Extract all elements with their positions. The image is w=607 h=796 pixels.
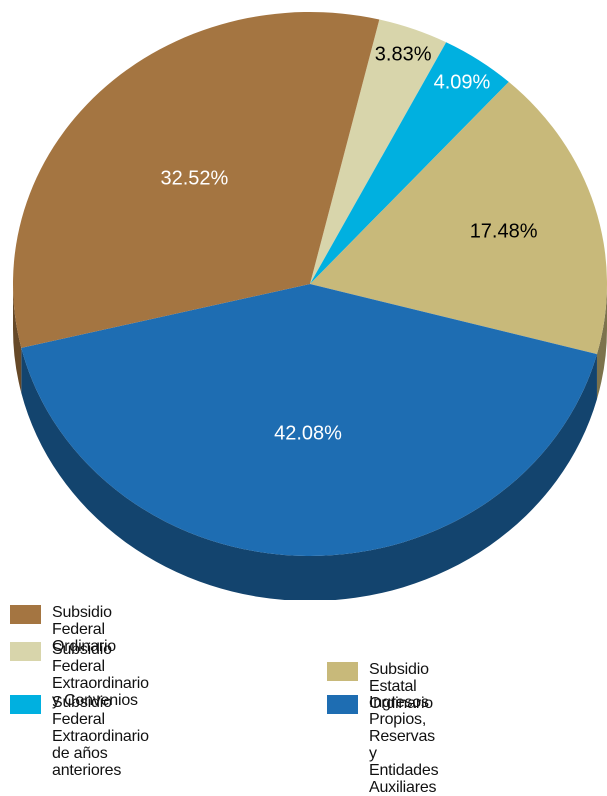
slice-value-label: 17.48% <box>470 220 538 242</box>
pie-side-wall <box>596 284 607 400</box>
pie-sides <box>13 284 607 600</box>
slice-value-label: 4.09% <box>434 72 491 94</box>
legend-item-estatal-ordinario: Subsidio Estatal Ordinario <box>327 661 433 712</box>
legend-swatch <box>327 662 358 681</box>
legend-item-federal-ordinario: Subsidio Federal Ordinario <box>10 604 116 655</box>
pie-slice <box>310 19 447 284</box>
pie-side-wall <box>13 284 22 393</box>
legend-swatch <box>10 605 41 624</box>
legend-item-federal-extraordinario-anteriores: Subsidio Federal Extraordinario de años … <box>10 694 149 779</box>
legend-swatch <box>10 642 41 661</box>
pie-value-labels: 3.83%4.09% 17.48% 42.08% 32.52% <box>160 44 537 445</box>
pie-chart: 3.83%4.09% 17.48% 42.08% 32.52% <box>12 11 607 600</box>
legend-label: Ingresos Propios, Reservas y Entidades A… <box>369 694 439 796</box>
legend-label: Subsidio Federal Ordinario <box>52 604 117 655</box>
legend-label: Subsidio Federal Extraordinario de años … <box>52 694 149 779</box>
legend-swatch <box>327 695 358 714</box>
legend-item-ingresos-propios: Ingresos Propios, Reservas y Entidades A… <box>327 694 439 796</box>
pie-top <box>12 11 607 556</box>
pie-slice <box>12 11 380 348</box>
pie-side-wall <box>21 347 597 600</box>
legend-item-federal-extraordinario-convenios: Subsidio Federal Extraordinario y Conven… <box>10 641 149 709</box>
legend-label: Subsidio Federal Extraordinario y Conven… <box>52 641 149 709</box>
pie-slice <box>310 42 509 284</box>
pie-slice <box>21 284 597 556</box>
slice-value-label: 3.83% <box>375 44 432 66</box>
legend-swatch <box>10 695 41 714</box>
slice-value-label: 42.08% <box>274 423 342 445</box>
slice-value-label: 32.52% <box>160 167 228 189</box>
pie-slice <box>310 81 607 355</box>
legend-label: Subsidio Estatal Ordinario <box>369 661 434 712</box>
